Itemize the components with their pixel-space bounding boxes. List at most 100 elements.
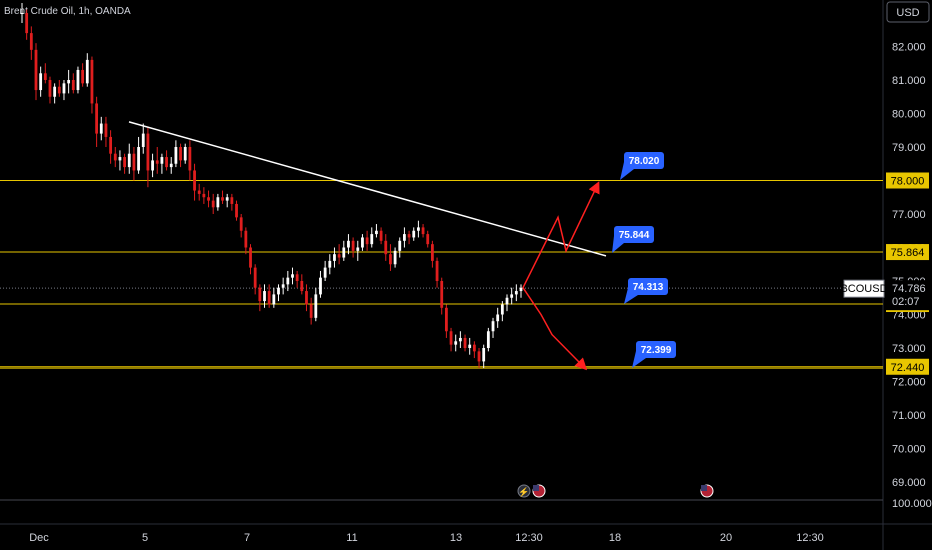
candle-body (412, 230, 416, 238)
candle-body (160, 157, 164, 164)
time-tick-label: 13 (450, 532, 462, 544)
candle-body (365, 237, 369, 245)
candle-body (67, 80, 71, 84)
candles (20, 2, 523, 369)
candle-body (272, 294, 276, 305)
candle-body (430, 244, 434, 261)
candle-body (435, 260, 439, 281)
candle-body (244, 230, 248, 248)
bearish-projection-arrow[interactable] (522, 287, 588, 371)
candle-body (183, 147, 187, 161)
candle-body (356, 247, 360, 251)
callout-label: 78.020 (629, 156, 660, 167)
candle-body (403, 234, 406, 241)
callout-box (636, 341, 676, 358)
candle-body (267, 291, 271, 305)
candle-body (510, 294, 514, 298)
candle-body (57, 86, 61, 94)
price-callout[interactable]: 74.313 (624, 278, 668, 304)
candle-body (39, 73, 43, 91)
candle-body (109, 136, 113, 154)
callout-box (628, 278, 668, 295)
price-tick-label: 74.000 (892, 310, 926, 322)
price-tick-label: 73.000 (892, 343, 926, 355)
time-tick-label: Dec (29, 532, 49, 544)
price-tick-label: 72.000 (892, 377, 926, 389)
candle-body (179, 147, 182, 161)
time-tick-label: 20 (720, 532, 732, 544)
candle-body (141, 133, 145, 147)
candle-body (328, 260, 332, 268)
symbol-tag-label: BCOUSD (840, 283, 887, 295)
candle-body (90, 59, 94, 104)
candle-body (342, 247, 346, 258)
candle-body (491, 321, 495, 332)
symbol-price-tag[interactable]: BCOUSD (840, 279, 888, 298)
candle-body (449, 331, 453, 345)
candle-body (174, 147, 178, 164)
candle-body (76, 69, 80, 91)
bullish-projection-arrow[interactable] (522, 181, 600, 289)
level-price-tag-label: 78.000 (891, 176, 925, 188)
event-icons[interactable]: ⚡ (517, 484, 714, 498)
candle-body (197, 190, 201, 194)
trendline-layer (128, 121, 607, 257)
dividend-icon[interactable] (517, 484, 531, 498)
candle-body (440, 281, 444, 308)
projection-arrows (522, 181, 600, 371)
candle-body (426, 234, 430, 245)
candle-body (43, 73, 47, 80)
candle-body (253, 267, 257, 288)
price-callout[interactable]: 72.399 (632, 341, 676, 368)
candle-body (486, 331, 490, 348)
callout-box (624, 152, 664, 169)
candle-body (379, 230, 383, 241)
price-callout[interactable]: 75.844 (612, 226, 654, 253)
currency-button-label: USD (896, 7, 919, 19)
candle-body (421, 227, 425, 235)
trendline[interactable] (128, 121, 607, 257)
price-tick-label: 71.000 (892, 410, 926, 422)
candle-body (417, 227, 420, 231)
candle-body (132, 153, 136, 171)
candle-body (221, 197, 224, 201)
candle-body (216, 197, 220, 208)
currency-button[interactable]: USD (886, 1, 930, 23)
time-tick-label: 12:30 (796, 532, 824, 544)
candle-body (458, 337, 462, 342)
candle-body (393, 250, 397, 265)
candle-body (207, 197, 210, 201)
candle-body (375, 230, 378, 235)
candle-body (291, 274, 294, 278)
candle-body (137, 147, 140, 171)
candle-body (295, 274, 299, 281)
price-tick-label: 82.000 (892, 42, 926, 54)
time-tick-label: 11 (346, 532, 357, 544)
candle-body (496, 314, 500, 322)
candle-body (48, 80, 52, 97)
candle-body (95, 103, 99, 134)
candle-body (127, 153, 131, 168)
price-tick-label: 69.000 (892, 477, 926, 489)
currency-button-frame (886, 1, 930, 23)
candle-body (188, 147, 192, 171)
price-tick-label: 80.000 (892, 109, 926, 121)
symbol-tag-box (843, 279, 885, 298)
current-price-tag (886, 280, 929, 311)
candle-body (202, 193, 206, 198)
candle-body (211, 200, 215, 208)
time-tick-label: 12:30 (515, 532, 543, 544)
candle-body (155, 160, 159, 164)
candle-body (468, 344, 472, 348)
current-price-label: 74.786 (892, 283, 926, 295)
candle-body (347, 240, 350, 248)
price-callouts: 78.020 75.844 74.313 72.399 (612, 152, 676, 368)
time-tick-label: 18 (609, 532, 621, 544)
price-callout[interactable]: 78.020 (620, 152, 664, 180)
callout-label: 72.399 (641, 345, 672, 356)
level-price-tag (886, 358, 929, 375)
callout-pointer (632, 351, 646, 368)
candle-body (500, 304, 504, 315)
